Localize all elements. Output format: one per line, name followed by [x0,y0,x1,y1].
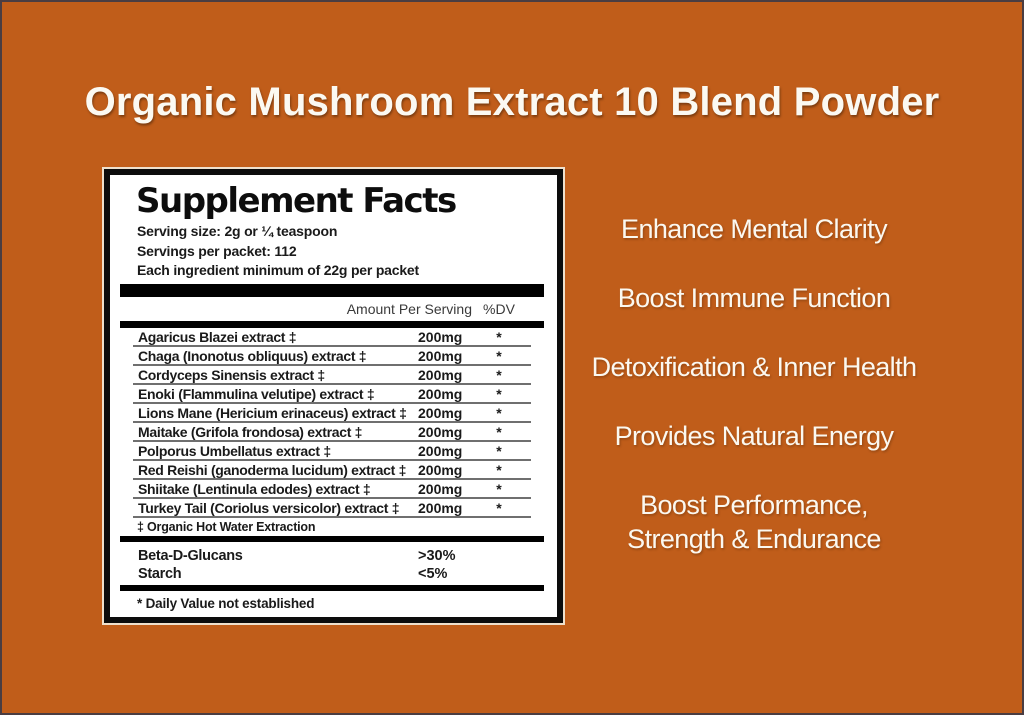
ingredient-table: Agaricus Blazei extract ‡ 200mg * Chaga … [122,328,545,518]
ingredient-minimum-text: Each ingredient minimum of 22g per packe… [137,262,419,278]
composition-table: Beta-D-Glucans >30% Starch <5% [122,547,545,583]
table-row: Chaga (Inonotus obliquus) extract ‡ 200m… [122,347,545,366]
benefit-item: Provides Natural Energy [614,421,894,451]
ingredient-amount: 200mg [418,386,463,402]
ingredient-amount: 200mg [418,462,463,478]
ingredient-dv: * [496,405,502,421]
servings-per-packet-text: Servings per packet: 112 [137,242,297,259]
serving-size-text: Serving size: 2g or ¼ teaspoon [137,223,338,239]
benefit-item: Enhance Mental Clarity [621,214,888,244]
table-column-headers: Amount Per Serving %DV [122,297,545,321]
composition-name: Beta-D-Glucans [138,547,243,564]
ingredient-dv: * [496,424,502,440]
ingredient-amount: 200mg [418,367,463,383]
ingredient-name: Maitake (Grifola frondosa) extract ‡ [138,424,363,440]
ingredient-amount: 200mg [418,443,463,459]
ingredient-dv: * [496,386,502,402]
table-row: Starch <5% [122,565,545,583]
composition-name: Starch [138,565,182,582]
ingredient-dv: * [496,348,502,364]
table-row: Beta-D-Glucans >30% [122,547,545,565]
composition-amount: >30% [418,547,456,564]
supplement-facts-panel: Supplement Facts Serving size: 2g or ¼ t… [104,169,563,623]
ingredient-name: Enoki (Flammulina velutipe) extract ‡ [138,386,375,402]
benefit-item: Boost Immune Function [617,283,891,313]
ingredient-amount: 200mg [418,348,463,364]
ingredient-dv: * [496,462,502,478]
ingredient-name: Chaga (Inonotus obliquus) extract ‡ [138,348,367,364]
divider-medium [120,320,544,328]
benefit-item: Boost Performance, Strength & Endurance [627,490,881,554]
ingredient-name: Cordyceps Sinensis extract ‡ [138,367,325,383]
extraction-note: ‡ Organic Hot Water Extraction [137,519,316,534]
benefit-item: Detoxification & Inner Health [591,352,917,382]
serving-info: Serving size: 2g or ¼ teaspoon Servings … [137,222,545,281]
ingredient-dv: * [496,367,502,383]
ingredient-name: Agaricus Blazei extract ‡ [138,329,297,345]
benefits-list: Enhance Mental Clarity Boost Immune Func… [558,2,950,713]
supplement-facts-heading: Supplement Facts [136,181,457,221]
ingredient-name: Turkey Tail (Coriolus versicolor) extrac… [138,500,400,516]
divider-small-2 [120,584,544,591]
ingredient-name: Red Reishi (ganoderma lucidum) extract ‡ [138,462,407,478]
table-row: Lions Mane (Hericium erinaceus) extract … [122,404,545,423]
ingredient-name: Polporus Umbellatus extract ‡ [138,443,331,459]
table-row: Shiitake (Lentinula edodes) extract ‡ 20… [122,480,545,499]
composition-amount: <5% [418,565,448,582]
table-row: Maitake (Grifola frondosa) extract ‡ 200… [122,423,545,442]
ingredient-amount: 200mg [418,405,463,421]
divider-small-1 [120,535,544,542]
ingredient-dv: * [496,500,502,516]
ingredient-dv: * [496,481,502,497]
ingredient-amount: 200mg [418,481,463,497]
ingredient-dv: * [496,329,502,345]
ingredient-name: Lions Mane (Hericium erinaceus) extract … [138,405,407,421]
ingredient-amount: 200mg [418,424,463,440]
percent-dv-header: %DV [483,300,515,317]
ingredient-amount: 200mg [418,329,463,345]
table-row: Red Reishi (ganoderma lucidum) extract ‡… [122,461,545,480]
divider-thick-top [120,283,544,297]
ingredient-name: Shiitake (Lentinula edodes) extract ‡ [138,481,371,497]
page-title: Organic Mushroom Extract 10 Blend Powder [84,80,940,124]
table-row: Agaricus Blazei extract ‡ 200mg * [122,328,545,347]
ingredient-amount: 200mg [418,500,463,516]
table-row: Cordyceps Sinensis extract ‡ 200mg * [122,366,545,385]
amount-per-serving-header: Amount Per Serving [346,300,472,317]
table-row: Polporus Umbellatus extract ‡ 200mg * [122,442,545,461]
table-row: Enoki (Flammulina velutipe) extract ‡ 20… [122,385,545,404]
dv-footnote: * Daily Value not established [137,595,315,611]
table-row: Turkey Tail (Coriolus versicolor) extrac… [122,499,545,518]
ingredient-dv: * [496,443,502,459]
